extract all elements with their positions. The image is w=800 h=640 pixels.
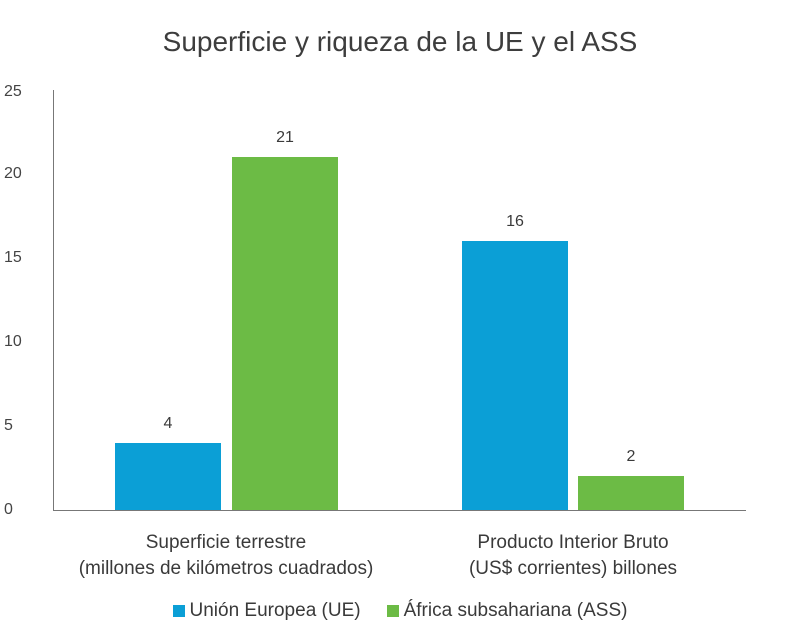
bar-value-label: 2 — [626, 448, 636, 466]
bar-value-label: 21 — [276, 129, 294, 147]
bar-ass-pib — [578, 476, 684, 510]
x-axis-line — [53, 510, 746, 511]
y-tick: 5 — [4, 417, 13, 434]
y-tick: 0 — [4, 501, 13, 518]
chart-title: Superficie y riqueza de la UE y el ASS — [162, 26, 638, 57]
y-axis-line — [53, 90, 54, 510]
bar-ue-superficie — [115, 442, 221, 510]
legend-label: África subsahariana (ASS) — [403, 600, 628, 621]
category-label-superficie: Superficie terrestre (millones de kilóme… — [56, 530, 396, 582]
bar-value-label: 4 — [163, 414, 173, 432]
y-tick: 20 — [4, 165, 22, 182]
legend-item-ass: África subsahariana (ASS) — [386, 600, 628, 622]
category-label-pib: Producto Interior Bruto (US$ corrientes)… — [403, 530, 743, 582]
bar-ue-pib — [462, 241, 568, 510]
category-line-2: (millones de kilómetros cuadrados) — [78, 558, 374, 579]
bar-ass-superficie — [232, 157, 338, 510]
y-tick: 15 — [4, 249, 22, 266]
category-line-1: Producto Interior Bruto — [477, 532, 669, 553]
legend-swatch-icon — [172, 605, 185, 617]
y-tick: 10 — [4, 333, 22, 350]
bar-value-label: 16 — [506, 213, 524, 231]
category-line-1: Superficie terrestre — [145, 532, 307, 553]
legend-swatch-icon — [386, 605, 399, 617]
legend-item-ue: Unión Europea (UE) — [172, 600, 361, 622]
y-tick: 25 — [4, 83, 22, 100]
category-line-2: (US$ corrientes) billones — [468, 558, 678, 579]
legend-label: Unión Europea (UE) — [189, 600, 361, 621]
legend: Unión Europea (UE) África subsahariana (… — [0, 600, 800, 622]
